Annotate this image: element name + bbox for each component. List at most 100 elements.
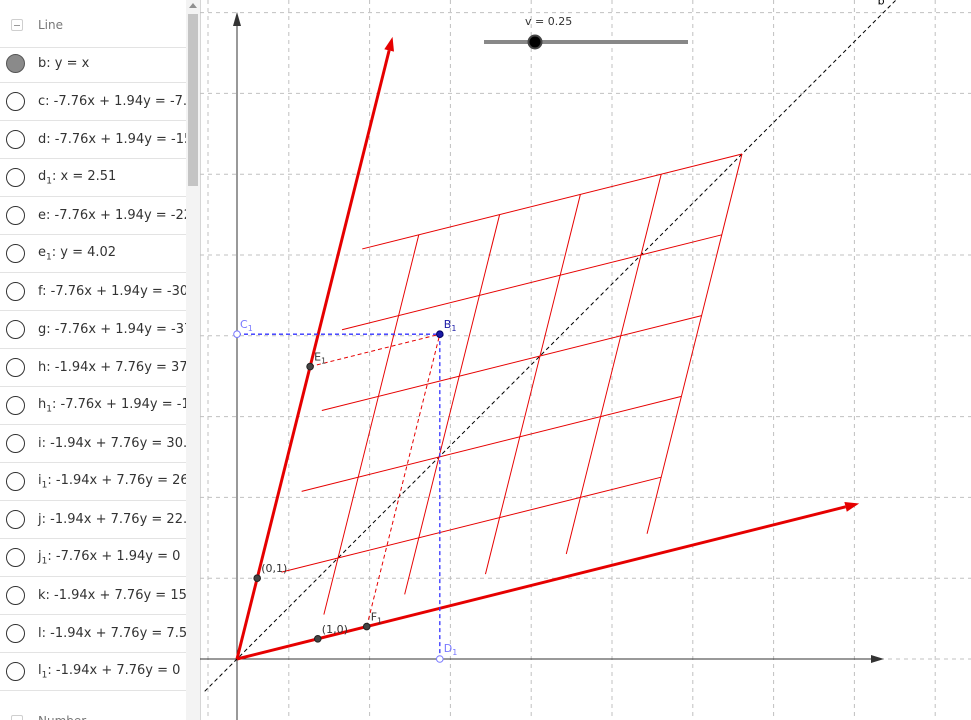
algebra-item[interactable]: d1: x = 2.51 — [0, 159, 186, 197]
algebra-expression[interactable]: j1: -7.76x + 1.94y = 0 — [38, 549, 180, 567]
algebra-expression[interactable]: f: -7.76x + 1.94y = -30.0 — [38, 284, 186, 299]
grid-line-horizontal-transformed[interactable] — [321, 315, 702, 412]
visibility-toggle-icon[interactable] — [6, 54, 25, 73]
object-subscript: 1 — [46, 404, 52, 415]
point-f1[interactable] — [362, 622, 371, 631]
grid-line-vertical-transformed[interactable] — [646, 153, 743, 534]
algebra-expression[interactable]: l: -1.94x + 7.76y = 7.51 — [38, 626, 186, 641]
basis-vectors[interactable] — [235, 36, 860, 661]
vector-w[interactable] — [235, 50, 391, 660]
grid-line-vertical-transformed[interactable] — [323, 234, 420, 615]
slider-v[interactable] — [484, 34, 688, 50]
object-definition: : -1.94x + 7.76y = 37.5 — [46, 360, 186, 375]
point-c1[interactable] — [233, 330, 241, 338]
points[interactable]: B1 C1 D1 E1 F1 (1,0) (0,1) — [233, 318, 458, 663]
visibility-toggle-icon[interactable] — [6, 168, 25, 187]
group-label: Number — [38, 714, 86, 720]
point-b1[interactable] — [436, 330, 444, 338]
algebra-expression[interactable]: i1: -1.94x + 7.76y = 26.3 — [38, 473, 186, 491]
algebra-expression[interactable]: d1: x = 2.51 — [38, 169, 116, 187]
object-definition: : -7.76x + 1.94y = -30.0 — [42, 284, 186, 299]
group-header[interactable]: Line — [0, 3, 186, 48]
algebra-item[interactable]: j: -1.94x + 7.76y = 22.5 — [0, 501, 186, 539]
point-c1-label: C1 — [240, 318, 253, 333]
object-definition: : -7.76x + 1.94y = -11 — [51, 396, 186, 412]
point-1-0[interactable] — [314, 635, 322, 643]
algebra-scrollbar[interactable] — [186, 0, 200, 720]
visibility-toggle-icon[interactable] — [6, 396, 25, 415]
group-header[interactable]: Number — [0, 699, 186, 720]
visibility-toggle-icon[interactable] — [6, 358, 25, 377]
algebra-expression[interactable]: c: -7.76x + 1.94y = -7.5 — [38, 94, 186, 109]
visibility-toggle-icon[interactable] — [6, 320, 25, 339]
algebra-expression[interactable]: j: -1.94x + 7.76y = 22.5 — [38, 512, 186, 527]
algebra-item[interactable]: e1: y = 4.02 — [0, 235, 186, 273]
object-name: g — [38, 322, 47, 337]
algebra-item[interactable]: l: -1.94x + 7.76y = 7.51 — [0, 615, 186, 653]
visibility-toggle-icon[interactable] — [6, 244, 25, 263]
algebra-item[interactable]: h1: -7.76x + 1.94y = -11 — [0, 387, 186, 425]
graphics-view[interactable]: b B1 C1 D1 E1 F1 (1,0) (0,1) v = 0.25 — [200, 0, 971, 720]
algebra-item[interactable]: j1: -7.76x + 1.94y = 0 — [0, 539, 186, 577]
algebra-expression[interactable]: b: y = x — [38, 56, 89, 71]
object-name: d — [38, 132, 47, 147]
grid-line-vertical-transformed[interactable] — [565, 174, 662, 555]
visibility-toggle-icon[interactable] — [6, 282, 25, 301]
algebra-expression[interactable]: e: -7.76x + 1.94y = -22. — [38, 208, 186, 223]
grid-line-vertical-transformed[interactable] — [484, 194, 581, 575]
visibility-toggle-icon[interactable] — [6, 206, 25, 225]
algebra-item[interactable]: h: -1.94x + 7.76y = 37.5 — [0, 349, 186, 387]
graphics-canvas[interactable]: b B1 C1 D1 E1 F1 (1,0) (0,1) — [200, 0, 971, 720]
projection-to-e1 — [309, 333, 440, 368]
point-b1-label: B1 — [444, 318, 457, 333]
visibility-toggle-icon[interactable] — [6, 624, 25, 643]
vector-u-arrow-icon[interactable] — [844, 502, 860, 512]
algebra-item[interactable]: l1: -1.94x + 7.76y = 0 — [0, 653, 186, 691]
scroll-up-icon[interactable] — [189, 3, 197, 8]
grid-line-horizontal-transformed[interactable] — [281, 476, 662, 573]
visibility-toggle-icon[interactable] — [6, 510, 25, 529]
visibility-toggle-icon[interactable] — [6, 586, 25, 605]
visibility-toggle-icon[interactable] — [6, 662, 25, 681]
vector-u[interactable] — [236, 505, 846, 661]
algebra-expression[interactable]: k: -1.94x + 7.76y = 15.0 — [38, 588, 186, 603]
scroll-thumb[interactable] — [188, 14, 198, 186]
object-definition: : -7.76x + 1.94y = -37. — [46, 322, 186, 337]
line-b[interactable]: b — [204, 0, 908, 692]
visibility-toggle-icon[interactable] — [6, 92, 25, 111]
algebra-item[interactable]: i1: -1.94x + 7.76y = 26.3 — [0, 463, 186, 501]
point-0-1[interactable] — [253, 574, 262, 583]
algebra-expression[interactable]: h: -1.94x + 7.76y = 37.5 — [38, 360, 186, 375]
algebra-expression[interactable]: h1: -7.76x + 1.94y = -11 — [38, 397, 186, 415]
algebra-item[interactable]: f: -7.76x + 1.94y = -30.0 — [0, 273, 186, 311]
algebra-item[interactable]: e: -7.76x + 1.94y = -22. — [0, 197, 186, 235]
algebra-expression[interactable]: i: -1.94x + 7.76y = 30.0 — [38, 436, 186, 451]
algebra-expression[interactable]: e1: y = 4.02 — [38, 245, 116, 263]
algebra-item[interactable]: c: -7.76x + 1.94y = -7.5 — [0, 83, 186, 121]
algebra-expression[interactable]: g: -7.76x + 1.94y = -37. — [38, 322, 186, 337]
algebra-expression[interactable]: l1: -1.94x + 7.76y = 0 — [38, 663, 180, 681]
algebra-item[interactable]: b: y = x — [0, 45, 186, 83]
algebra-expression[interactable]: d: -7.76x + 1.94y = -15. — [38, 132, 186, 147]
grid-line-horizontal-transformed[interactable] — [301, 395, 682, 492]
visibility-toggle-icon[interactable] — [6, 434, 25, 453]
object-definition: : -7.76x + 1.94y = -22. — [46, 208, 186, 223]
visibility-toggle-icon[interactable] — [6, 472, 25, 491]
grid-line-horizontal-transformed[interactable] — [362, 153, 743, 250]
point-d1[interactable] — [436, 655, 444, 663]
algebra-item[interactable]: i: -1.94x + 7.76y = 30.0 — [0, 425, 186, 463]
algebra-item[interactable]: k: -1.94x + 7.76y = 15.0 — [0, 577, 186, 615]
collapse-icon[interactable] — [11, 715, 23, 720]
visibility-toggle-icon[interactable] — [6, 130, 25, 149]
visibility-toggle-icon[interactable] — [6, 548, 25, 567]
vector-w-arrow-icon[interactable] — [384, 36, 394, 52]
algebra-item[interactable]: g: -7.76x + 1.94y = -37. — [0, 311, 186, 349]
algebra-item[interactable]: d: -7.76x + 1.94y = -15. — [0, 121, 186, 159]
point-e1[interactable] — [306, 362, 314, 371]
grid-line-vertical-transformed[interactable] — [404, 214, 501, 595]
slider-knob[interactable] — [529, 36, 541, 48]
collapse-icon[interactable] — [11, 19, 23, 31]
line-b-path[interactable] — [204, 0, 908, 692]
transformed-grid[interactable] — [281, 153, 743, 615]
grid-line-horizontal-transformed[interactable] — [341, 234, 722, 331]
